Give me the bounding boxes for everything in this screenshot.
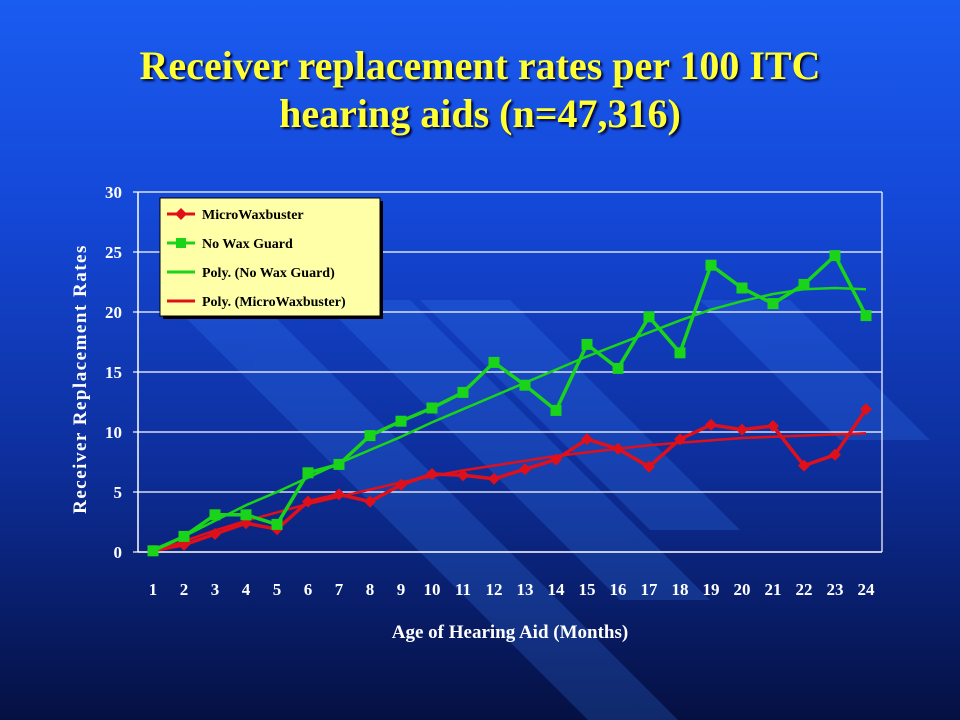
x-tick-label: 12 (486, 580, 503, 599)
legend-box (159, 197, 381, 317)
x-tick-label: 17 (641, 580, 659, 599)
data-point-square (767, 298, 779, 310)
data-point-square (798, 278, 810, 290)
data-point-square (643, 311, 655, 323)
x-tick-label: 14 (548, 580, 566, 599)
x-tick-label: 4 (242, 580, 251, 599)
data-point-diamond (798, 459, 810, 472)
data-point-square (550, 404, 562, 416)
data-point-diamond (209, 528, 221, 540)
y-tick-label: 0 (114, 543, 123, 562)
data-point-square (364, 430, 376, 442)
data-point-diamond (829, 448, 841, 461)
data-point-diamond (364, 495, 376, 508)
data-point-diamond (519, 463, 531, 476)
x-tick-label: 2 (180, 580, 189, 599)
data-point-diamond (302, 495, 314, 508)
x-tick-label: 13 (517, 580, 534, 599)
x-tick-label: 19 (703, 580, 720, 599)
x-tick-label: 23 (827, 580, 844, 599)
x-tick-label: 11 (455, 580, 471, 599)
data-point-square (209, 509, 221, 521)
x-tick-label: 5 (273, 580, 282, 599)
data-point-square (736, 282, 748, 294)
data-point-square (829, 250, 841, 262)
x-tick-label: 8 (366, 580, 375, 599)
x-tick-label: 22 (796, 580, 813, 599)
x-tick-label: 10 (424, 580, 441, 599)
legend-entry-label: MicroWaxbuster (202, 208, 304, 223)
trend-line (152, 286, 867, 551)
y-tick-label: 25 (105, 243, 122, 262)
x-tick-label: 20 (734, 580, 751, 599)
data-point-square (426, 402, 438, 414)
data-point-square (519, 379, 531, 391)
legend-entry-label: Poly. (MicroWaxbuster) (202, 295, 346, 310)
data-point-diamond (457, 469, 469, 482)
x-tick-label: 1 (149, 580, 158, 599)
data-point-diamond (643, 460, 655, 473)
x-tick-label: 16 (610, 580, 627, 599)
x-axis-label: Age of Hearing Aid (Months) (392, 622, 628, 643)
data-point-square (178, 530, 190, 542)
background-bands (168, 300, 930, 720)
legend-swatch-diamond (175, 208, 187, 220)
x-tick-label: 21 (765, 580, 782, 599)
y-tick-label: 10 (105, 423, 122, 442)
legend-entry-label: No Wax Guard (202, 237, 293, 252)
legend-entry-label: Poly. (No Wax Guard) (202, 266, 335, 281)
data-point-diamond (860, 403, 872, 416)
data-point-diamond (426, 468, 438, 480)
x-tick-label: 24 (858, 580, 876, 599)
y-tick-label: 5 (114, 483, 123, 502)
data-point-square (271, 518, 283, 530)
data-point-square (302, 467, 314, 479)
data-point-square (488, 356, 500, 368)
data-point-square (395, 415, 407, 427)
data-point-square (333, 458, 345, 470)
data-point-diamond (550, 453, 562, 466)
data-point-diamond (395, 478, 407, 491)
legend: MicroWaxbuster No Wax Guard Poly. (No Wax … (159, 197, 383, 319)
x-tick-label: 3 (211, 580, 220, 599)
data-point-diamond (674, 433, 686, 446)
data-point-square (240, 509, 252, 521)
data-point-square (147, 545, 159, 557)
data-point-diamond (767, 420, 779, 432)
x-tick-label: 15 (579, 580, 596, 599)
data-point-square (457, 386, 469, 398)
x-tick-label: 9 (397, 580, 406, 599)
data-point-square (581, 338, 593, 350)
legend-swatch-square (176, 238, 186, 248)
trend-line (152, 431, 867, 554)
slide-title-line1: Receiver replacement rates per 100 ITC (139, 43, 821, 88)
y-axis-label: Receiver Replacement Rates (70, 244, 91, 514)
data-point-diamond (488, 472, 500, 485)
y-tick-label: 20 (105, 303, 122, 322)
x-tick-label: 7 (335, 580, 344, 599)
slide-title: Receiver replacement rates per 100 ITC h… (0, 42, 960, 138)
x-tick-label: 6 (304, 580, 313, 599)
y-tick-label: 15 (105, 363, 122, 382)
data-point-square (674, 347, 686, 359)
y-tick-label: 30 (105, 183, 122, 202)
data-point-square (860, 310, 872, 322)
data-point-diamond (736, 423, 748, 436)
slide-title-line2: hearing aids (n=47,316) (279, 91, 681, 136)
data-point-diamond (581, 433, 593, 446)
data-point-diamond (612, 442, 624, 455)
data-point-square (705, 259, 717, 271)
data-point-diamond (705, 418, 717, 431)
data-point-square (612, 362, 624, 374)
x-tick-label: 18 (672, 580, 689, 599)
data-point-diamond (333, 488, 345, 501)
